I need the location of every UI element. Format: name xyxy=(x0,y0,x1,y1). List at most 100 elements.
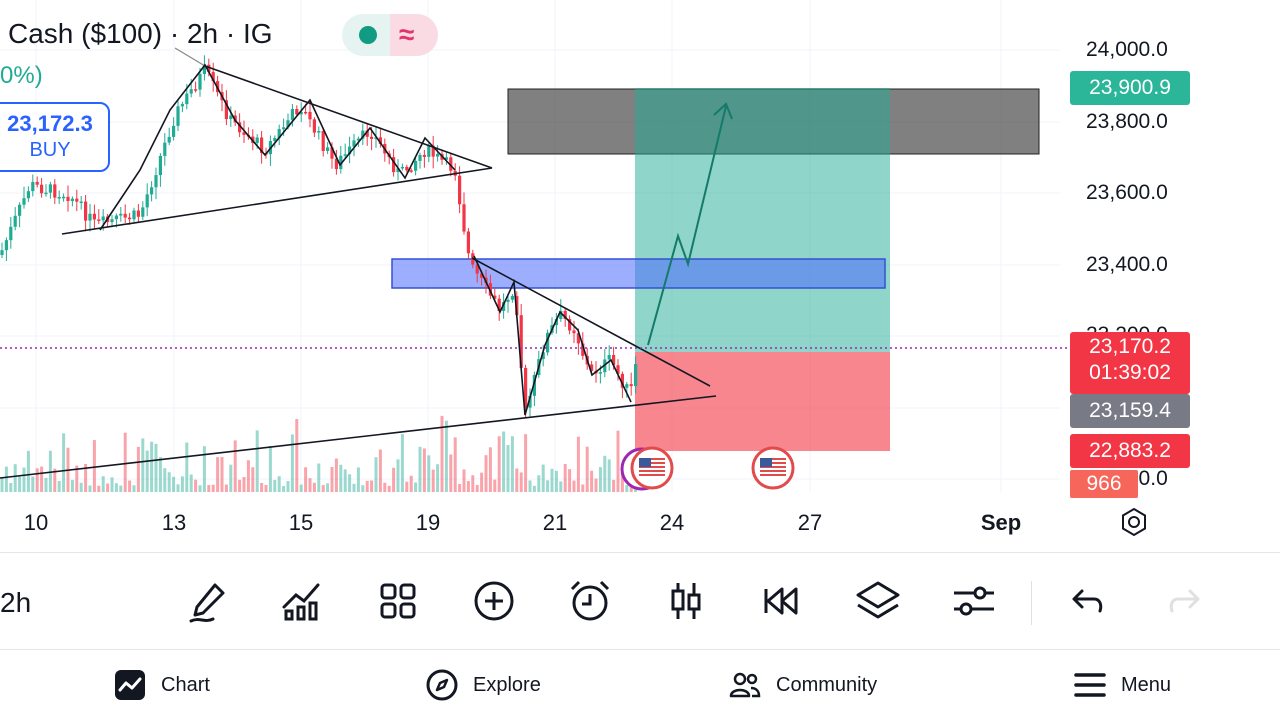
candle-body xyxy=(295,109,299,115)
volume-bar xyxy=(88,485,92,492)
candle-body xyxy=(612,354,616,366)
layouts-icon[interactable] xyxy=(374,577,422,625)
candle-body xyxy=(625,384,629,388)
volume-bar xyxy=(189,474,193,492)
volume-bar xyxy=(356,467,360,492)
candle-body xyxy=(132,210,136,220)
date-label: 21 xyxy=(542,510,568,535)
volume-bar xyxy=(242,477,246,492)
candle-body xyxy=(572,330,576,334)
candle-body xyxy=(431,145,435,157)
buy-price: 23,172.3 xyxy=(7,111,93,136)
symbol-title[interactable]: Cash ($100) · 2h · IG xyxy=(8,18,273,49)
candle-body xyxy=(172,125,176,137)
volume-bar xyxy=(462,469,466,492)
candle-body xyxy=(0,250,4,255)
nav-menu[interactable]: Menu xyxy=(1073,667,1171,703)
candle-body xyxy=(576,333,580,344)
volume-bar xyxy=(13,464,17,492)
undo-icon[interactable] xyxy=(1064,577,1112,625)
candle-body xyxy=(70,198,74,202)
volume-bar xyxy=(255,430,259,492)
candle-body xyxy=(128,217,132,220)
timeframe-button[interactable]: 2h xyxy=(0,587,32,618)
volume-bar xyxy=(198,485,202,492)
target-zone xyxy=(635,88,890,352)
draw-icon[interactable] xyxy=(185,577,233,625)
market-status-pill[interactable]: ≈ xyxy=(342,14,438,56)
volume-bar xyxy=(378,449,382,492)
candle-body xyxy=(84,201,88,221)
candle-body xyxy=(260,137,264,154)
volume-bar xyxy=(625,485,629,492)
candle-body xyxy=(229,115,233,120)
volume-bar xyxy=(317,463,321,492)
buy-label: BUY xyxy=(29,139,71,161)
candle-body xyxy=(581,343,585,356)
candle-body xyxy=(119,213,123,216)
candle-body xyxy=(150,187,154,195)
volume-bar xyxy=(396,459,400,492)
nav-community[interactable]: Community xyxy=(728,667,877,703)
add-icon[interactable] xyxy=(470,577,518,625)
candle-body xyxy=(607,354,611,360)
price-scale-label: 23,800.0 xyxy=(1086,110,1168,133)
volume-bar xyxy=(361,485,365,492)
volume-bar xyxy=(326,483,330,492)
volume-bar xyxy=(431,469,435,492)
chart-settings-icon[interactable] xyxy=(1118,506,1150,538)
candle-body xyxy=(308,111,312,120)
drawing-toolbar: 2h xyxy=(0,552,1280,650)
candle-body xyxy=(418,154,422,161)
indicators-icon[interactable] xyxy=(278,577,326,625)
candle-body xyxy=(510,296,514,300)
nav-chart[interactable]: Chart xyxy=(113,667,210,703)
candle-body xyxy=(110,219,114,223)
buy-order-button[interactable]: 23,172.3 BUY xyxy=(0,102,110,172)
date-label: 15 xyxy=(288,510,314,535)
volume-bar xyxy=(541,464,545,492)
candle-body xyxy=(493,295,497,299)
volume-bar xyxy=(40,466,44,492)
candle-body xyxy=(546,332,550,353)
support-trendline xyxy=(0,395,717,479)
volume-bar xyxy=(480,472,484,492)
volume-bar xyxy=(44,477,48,492)
candle-body xyxy=(326,147,330,151)
layers-icon[interactable] xyxy=(854,577,902,625)
candle-body xyxy=(238,122,242,133)
candle-body xyxy=(13,215,17,227)
volume-bar xyxy=(400,434,404,492)
replay-icon[interactable] xyxy=(758,577,806,625)
candle-body xyxy=(26,191,30,199)
candle-body xyxy=(9,226,13,241)
chart-area[interactable]: Cash ($100) · 2h · IG ≈ 0%) 23,172.3 BUY… xyxy=(0,0,1280,548)
chart-type-icon[interactable] xyxy=(662,577,710,625)
volume-bar xyxy=(176,484,180,492)
candle-body xyxy=(40,184,44,194)
price-chart[interactable] xyxy=(0,0,1280,548)
candle-body xyxy=(629,384,633,387)
candle-body xyxy=(436,153,440,157)
volume-bar xyxy=(48,450,52,492)
volume-bar xyxy=(616,430,620,492)
trendline xyxy=(174,47,206,67)
volume-bar xyxy=(620,472,624,492)
volume-bar xyxy=(101,476,105,492)
target-price-tag: 23,900.9 xyxy=(1070,71,1190,105)
candle-body xyxy=(449,157,453,171)
alert-icon[interactable] xyxy=(566,577,614,625)
volume-bar xyxy=(471,475,475,492)
volume-bar xyxy=(576,436,580,492)
nav-explore[interactable]: Explore xyxy=(425,667,541,703)
date-label: 19 xyxy=(415,510,441,535)
candle-body xyxy=(506,299,510,302)
volume-bar xyxy=(238,479,242,492)
settings-sliders-icon[interactable] xyxy=(950,577,998,625)
order-block-zone xyxy=(391,258,886,289)
redo-icon[interactable] xyxy=(1160,577,1208,625)
volume-bar xyxy=(365,480,369,492)
candle-body xyxy=(497,298,501,311)
date-label: 27 xyxy=(797,510,823,535)
volume-bar xyxy=(348,474,352,492)
